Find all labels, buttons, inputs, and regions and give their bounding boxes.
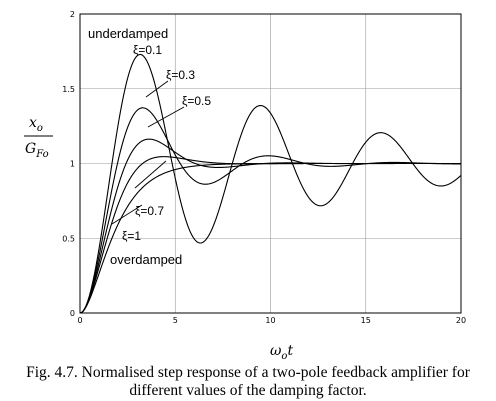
series-line-zeta-0.1 <box>79 53 462 314</box>
ylabel-num-sub: o <box>37 123 43 134</box>
y-tick-label: 0 <box>70 309 75 318</box>
x-tick-label: 10 <box>265 316 275 325</box>
caption-line-1: Fig. 4.7. Normalised step response of a … <box>26 364 470 381</box>
tick-labels: 0 5 10 15 20 0 0.5 1 1.5 2 <box>62 10 466 325</box>
x-tick-label: 15 <box>361 316 371 325</box>
y-tick-label: 1.5 <box>62 85 75 94</box>
figure-caption: Fig. 4.7. Normalised step response of a … <box>0 364 496 400</box>
series-lines <box>79 53 462 314</box>
caption-line-2: different values of the damping factor. <box>129 382 367 399</box>
series-label-zeta-1: ξ=1 <box>122 229 141 243</box>
x-tick-label: 0 <box>77 316 82 325</box>
underdamped-label: underdamped <box>88 26 168 41</box>
ylabel-den-sub: Fo <box>35 149 48 160</box>
ylabel-den-main: G <box>25 141 36 157</box>
leader-line <box>147 106 185 128</box>
series-label-zeta-0.5: ξ=0.5 <box>182 94 211 108</box>
ylabel-num-main: x <box>29 115 37 131</box>
leader-line <box>134 160 167 189</box>
leader-line <box>145 80 169 98</box>
series-label-zeta-0.7: ξ=0.7 <box>135 204 164 218</box>
svg-text:xo: xo <box>29 115 43 134</box>
overdamped-label: overdamped <box>110 252 182 267</box>
y-tick-label: 0.5 <box>62 234 75 243</box>
annotation-pointers <box>111 80 185 225</box>
series-line-zeta-1 <box>79 162 461 314</box>
y-tick-label: 2 <box>70 10 75 19</box>
leader-line <box>111 204 143 225</box>
y-tick-label: 1 <box>70 160 75 169</box>
series-label-zeta-0.1: ξ=0.1 <box>133 43 162 57</box>
x-tick-label: 5 <box>173 316 178 325</box>
x-tick-label: 20 <box>456 316 466 325</box>
series-line-zeta-0.3 <box>79 107 461 314</box>
x-axis-label: ωot <box>270 343 293 362</box>
y-axis-label: xo GFo <box>24 115 53 160</box>
svg-text:GFo: GFo <box>25 141 49 160</box>
series-label-zeta-0.3: ξ=0.3 <box>166 68 195 82</box>
